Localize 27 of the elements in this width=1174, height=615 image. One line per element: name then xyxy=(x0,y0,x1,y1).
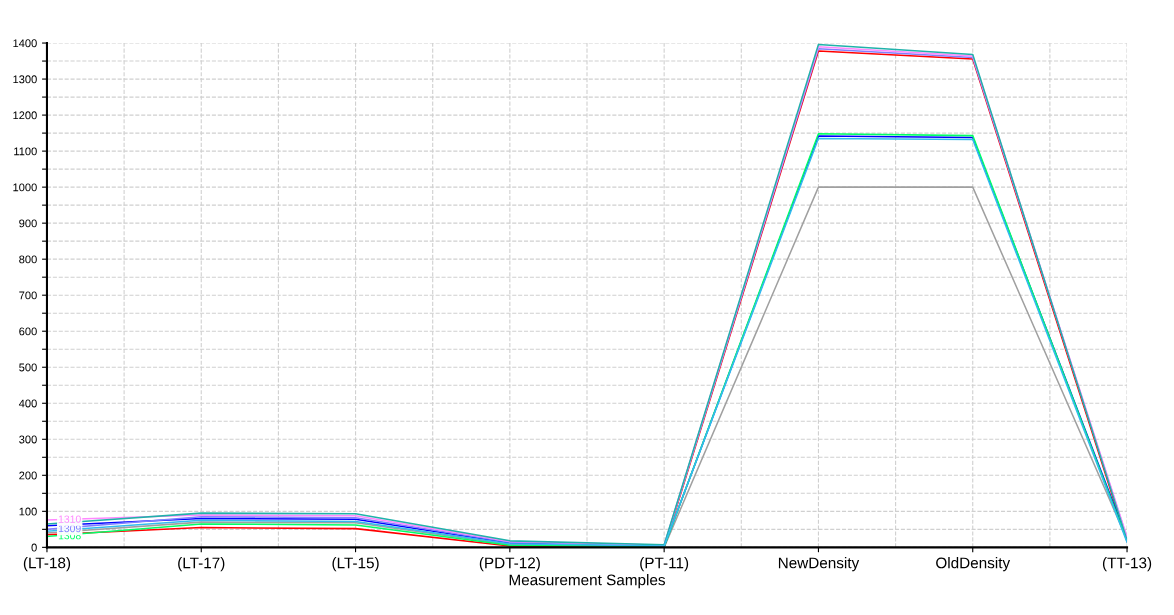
y-tick-label: 1300 xyxy=(13,75,37,84)
x-tick-label: (PDT-12) xyxy=(479,557,540,572)
series-label: 1310 xyxy=(58,515,81,523)
y-tick-label: 1200 xyxy=(13,111,37,120)
x-axis-title: Measurement Samples xyxy=(509,574,665,589)
y-tick-label: 100 xyxy=(19,507,37,516)
y-tick-label: 400 xyxy=(18,399,37,408)
series-label: 1309 xyxy=(58,524,81,533)
y-tick-label: 700 xyxy=(19,291,37,300)
y-tick-label: 300 xyxy=(19,435,37,444)
series-label: 1308 xyxy=(58,531,81,540)
x-tick-label: (PT-11) xyxy=(640,557,689,572)
x-tick-label: (LT-17) xyxy=(178,557,225,572)
y-tick-label: 500 xyxy=(19,363,37,372)
y-tick-label: 1100 xyxy=(14,147,37,156)
x-tick-label: (LT-15) xyxy=(332,557,379,572)
y-tick-label: 800 xyxy=(19,255,37,264)
y-tick-label: 900 xyxy=(19,219,37,228)
y-tick-label: 600 xyxy=(19,327,37,336)
x-tick-label: OldDensity xyxy=(936,557,1011,572)
y-tick-label: 1000 xyxy=(13,183,37,192)
y-tick-label: 0 xyxy=(31,543,37,552)
x-tick-label: (LT-18) xyxy=(23,557,71,572)
x-tick-label: NewDensity xyxy=(778,557,860,572)
y-tick-label: 200 xyxy=(19,471,37,480)
x-tick-label: (TT-13) xyxy=(1102,557,1152,572)
y-tick-label: 1400 xyxy=(13,39,37,48)
